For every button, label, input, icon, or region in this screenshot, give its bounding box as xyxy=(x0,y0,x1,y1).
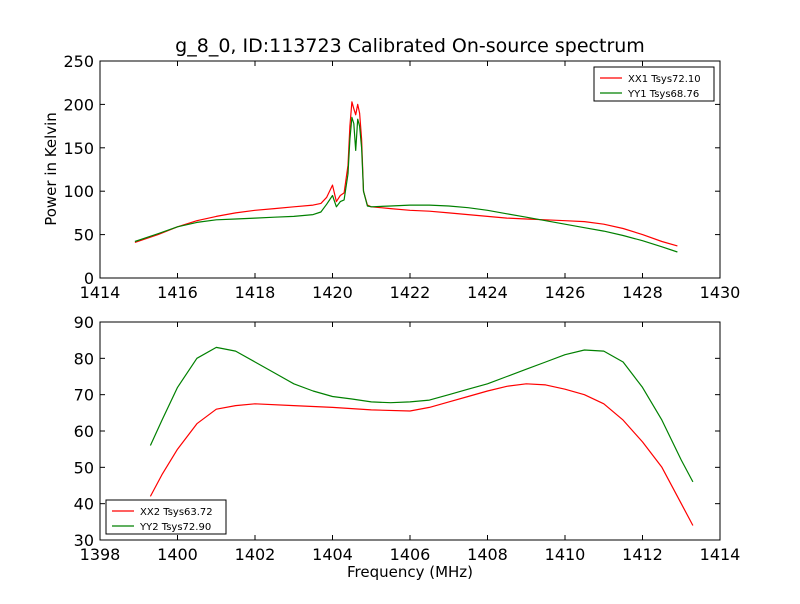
x-tick-label: 1408 xyxy=(467,545,508,564)
y-tick-label: 30 xyxy=(74,531,94,550)
x-tick-label: 1430 xyxy=(700,283,741,302)
x-tick-label: 1412 xyxy=(622,545,663,564)
legend-label: YY2 Tsys72.90 xyxy=(139,522,211,533)
y-tick-label: 100 xyxy=(63,182,94,201)
x-tick-label: 1424 xyxy=(467,283,508,302)
y-axis-label: Power in Kelvin xyxy=(42,112,60,226)
x-tick-label: 1402 xyxy=(235,545,276,564)
x-tick-label: 1418 xyxy=(235,283,276,302)
series-line-xx1 xyxy=(135,102,678,246)
x-tick-label: 1414 xyxy=(700,545,741,564)
legend-label: XX2 Tsys63.72 xyxy=(140,507,213,518)
x-tick-label: 1406 xyxy=(390,545,431,564)
y-tick-label: 60 xyxy=(74,422,94,441)
y-tick-label: 40 xyxy=(74,495,94,514)
y-tick-label: 50 xyxy=(74,226,94,245)
x-tick-label: 1410 xyxy=(545,545,586,564)
series-line-xx2 xyxy=(150,384,693,526)
series-line-yy2 xyxy=(150,347,693,482)
y-tick-label: 50 xyxy=(74,458,94,477)
x-tick-label: 1416 xyxy=(157,283,198,302)
x-tick-label: 1426 xyxy=(545,283,586,302)
y-tick-label: 200 xyxy=(63,95,94,114)
legend-label: YY1 Tsys68.76 xyxy=(627,89,699,100)
x-axis-label: Frequency (MHz) xyxy=(347,563,473,581)
x-tick-label: 1420 xyxy=(312,283,353,302)
x-tick-label: 1400 xyxy=(157,545,198,564)
y-tick-label: 150 xyxy=(63,139,94,158)
legend-label: XX1 Tsys72.10 xyxy=(628,74,701,85)
y-tick-label: 0 xyxy=(84,269,94,288)
y-tick-label: 80 xyxy=(74,349,94,368)
x-tick-label: 1422 xyxy=(390,283,431,302)
series-line-yy1 xyxy=(135,117,678,252)
y-tick-label: 250 xyxy=(63,52,94,71)
x-tick-label: 1404 xyxy=(312,545,353,564)
y-tick-label: 70 xyxy=(74,386,94,405)
y-tick-label: 90 xyxy=(74,313,94,332)
chart-title: g_8_0, ID:113723 Calibrated On-source sp… xyxy=(175,35,645,57)
x-tick-label: 1428 xyxy=(622,283,663,302)
